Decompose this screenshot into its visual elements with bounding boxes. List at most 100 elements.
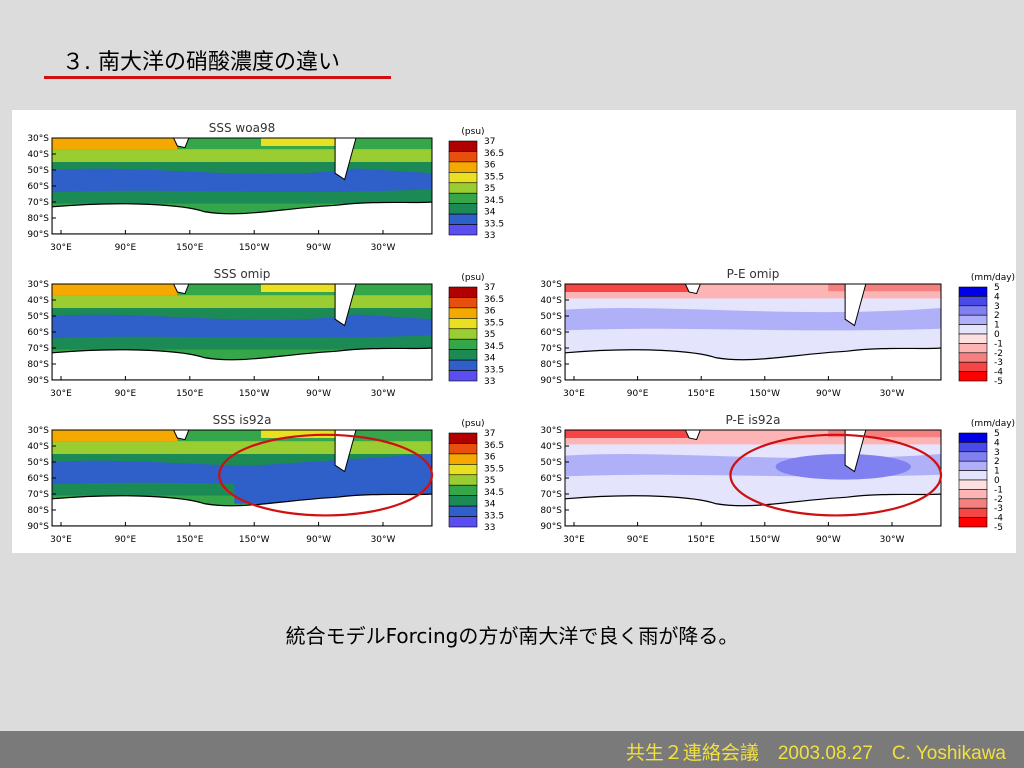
map-panel: SSS is92a30°S40°S50°S60°S70°S80°S90°S30°… [27,413,433,545]
pe-evaporation [828,284,941,292]
colorbar-label: 0 [994,476,1000,486]
colorbar-swatch [448,161,478,173]
map-field [52,138,432,234]
colorbar-label: 33 [484,231,495,241]
sss-high [52,430,178,442]
colorbar-label: 2 [994,457,1000,467]
colorbar-swatch [958,460,988,471]
maps-figure: SSS woa9830°S40°S50°S60°S70°S80°S90°S30°… [27,121,1015,545]
colorbar-label: 36.5 [484,441,504,451]
colorbar-swatch [958,314,988,325]
x-tick-label: 90°W [816,535,841,545]
australia-land [684,284,701,295]
colorbar-label: 5 [994,429,1000,439]
pe-evaporation [565,430,697,438]
x-tick-label: 30°E [50,389,72,399]
colorbar-label: 5 [994,283,1000,293]
y-tick-label: 60°S [27,182,49,192]
y-tick-label: 70°S [27,344,49,354]
y-tick-label: 90°S [540,376,562,386]
colorbar-unit: (mm/day) [971,419,1015,429]
y-tick-label: 90°S [27,522,49,532]
y-tick-label: 60°S [540,474,562,484]
x-tick-label: 150°E [688,389,716,399]
colorbar-label: 35.5 [484,464,504,474]
colorbar-label: 3 [994,302,1000,312]
x-tick-label: 30°E [50,535,72,545]
highlight-ellipse [729,433,943,517]
south-america-land [334,430,357,473]
colorbar-swatch [448,297,478,309]
colorbar-label: 34.5 [484,342,504,352]
colorbar-swatch [958,343,988,354]
colorbar-swatch [958,324,988,335]
colorbar-swatch [958,352,988,363]
y-tick-label: 60°S [27,474,49,484]
map-panel: SSS woa9830°S40°S50°S60°S70°S80°S90°S30°… [27,121,433,253]
australia-land [173,138,190,149]
y-tick-label: 30°S [540,426,562,436]
y-tick-label: 80°S [540,360,562,370]
y-tick-label: 80°S [27,214,49,224]
map-field [52,430,432,526]
colorbar-label: 36 [484,161,496,171]
colorbar-label: 36.5 [484,295,504,305]
map-field [565,284,941,380]
colorbar-swatch [448,307,478,319]
x-tick-label: 30°W [371,535,396,545]
colorbar-label: 33.5 [484,365,504,375]
x-tick-label: 30°E [563,535,585,545]
colorbar-swatch [958,361,988,372]
colorbar-swatch [448,172,478,184]
y-tick-label: 70°S [540,344,562,354]
colorbar-swatch [448,328,478,340]
y-tick-label: 40°S [27,150,49,160]
y-tick-label: 60°S [540,328,562,338]
colorbar-swatch [448,443,478,455]
y-tick-label: 70°S [27,198,49,208]
colorbar-label: -3 [994,504,1003,514]
x-tick-label: 150°W [750,389,781,399]
x-tick-label: 90°E [115,389,137,399]
colorbar-swatch [958,489,988,500]
x-tick-label: 90°W [306,389,331,399]
colorbar-swatch [958,305,988,316]
x-tick-label: 30°W [880,389,905,399]
colorbar-label: 35 [484,476,495,486]
footer-bar: 共生２連絡会議 2003.08.27 C. Yoshikawa [0,731,1024,768]
colorbar-label: 36 [484,307,496,317]
colorbar-swatch [958,479,988,490]
figure-panel: SSS woa98 30°S 40°S 50°S 60°S 70°S 80°S 90°S 30°… [12,110,1016,553]
sss-high [261,138,337,146]
colorbar-swatch [958,442,988,453]
colorbar-swatch [448,140,478,152]
colorbar-unit: (psu) [461,419,484,429]
x-tick-label: 90°E [115,243,137,253]
slide-title: ３. 南大洋の硝酸濃度の違い [62,50,340,75]
colorbar-swatch [448,516,478,528]
pe-evaporation [565,284,697,292]
map-title: P-E is92a [726,413,781,427]
south-america-land [844,284,867,327]
south-america-land [334,138,357,181]
colorbar-label: 33.5 [484,511,504,521]
highlight-ellipse [218,433,434,517]
footer-text: 共生２連絡会議 2003.08.27 C. Yoshikawa [625,743,1006,764]
antarctica-land [52,493,432,526]
map-title: P-E omip [727,267,780,281]
colorbar-swatch [448,182,478,194]
y-tick-label: 40°S [540,296,562,306]
antarctica-land [565,347,941,380]
antarctica-land [52,347,432,380]
colorbar-label: 4 [994,292,1000,302]
sss-low-salinity [234,454,432,504]
y-tick-label: 30°S [27,280,49,290]
sss-high [261,284,337,292]
y-tick-label: 70°S [540,490,562,500]
colorbar-label: 35 [484,184,495,194]
y-tick-label: 30°S [27,134,49,144]
colorbar-label: 34 [484,208,496,218]
colorbar-swatch [958,371,988,382]
